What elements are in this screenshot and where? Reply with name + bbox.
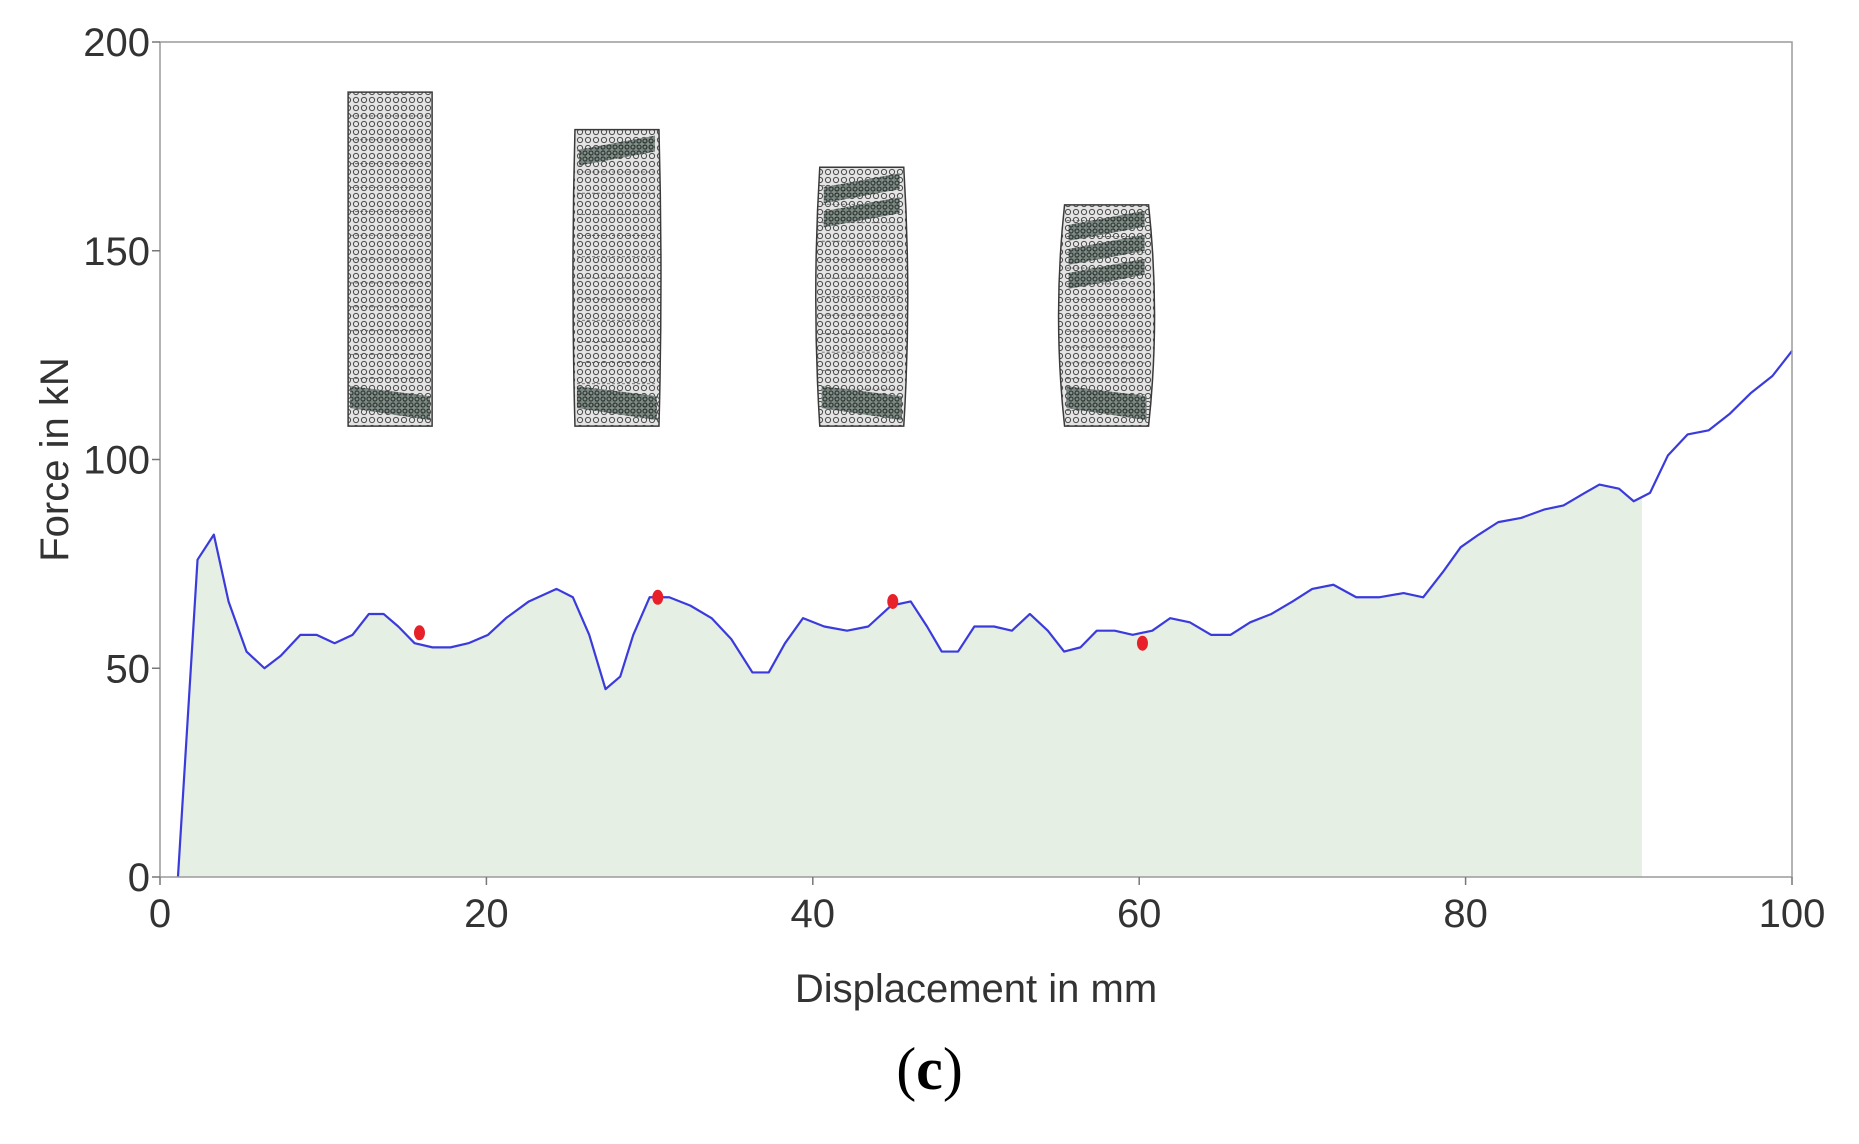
lattice-specimen-image: [347, 91, 433, 427]
y-tick-label: 200: [83, 21, 150, 65]
x-tick-label: 20: [464, 892, 509, 936]
caption-letter: c: [916, 1036, 943, 1102]
series-line: [176, 350, 1793, 878]
caption-open-paren: (: [896, 1036, 917, 1102]
x-tick-label: 60: [1117, 892, 1162, 936]
highlight-markers: [413, 589, 1148, 651]
y-tick-label: 150: [83, 230, 150, 274]
y-axis: 0 50 100 150 200: [83, 21, 160, 900]
lattice-specimen-image: [572, 128, 662, 427]
highlight-point: [1136, 635, 1148, 651]
lattice-specimen-image: [815, 166, 909, 427]
x-tick-label: 80: [1443, 892, 1488, 936]
figure-caption: (c): [0, 1035, 1859, 1104]
x-axis-title: Displacement in mm: [795, 967, 1157, 1011]
y-axis-title: Force in kN: [33, 357, 77, 562]
deformation-insets: [347, 91, 1156, 427]
y-tick-label: 100: [83, 439, 150, 483]
caption-close-paren: ): [942, 1036, 963, 1102]
highlight-point: [887, 593, 899, 609]
highlight-point: [652, 589, 664, 605]
x-tick-label: 0: [149, 892, 171, 936]
lattice-specimen-image: [1057, 204, 1156, 427]
highlight-point: [413, 625, 425, 641]
area-fill: [177, 484, 1642, 877]
x-tick-label: 40: [791, 892, 836, 936]
x-axis: 0 20 40 60 80 100: [149, 877, 1826, 936]
y-tick-label: 0: [128, 856, 150, 900]
y-tick-label: 50: [106, 647, 151, 691]
x-tick-label: 100: [1759, 892, 1826, 936]
